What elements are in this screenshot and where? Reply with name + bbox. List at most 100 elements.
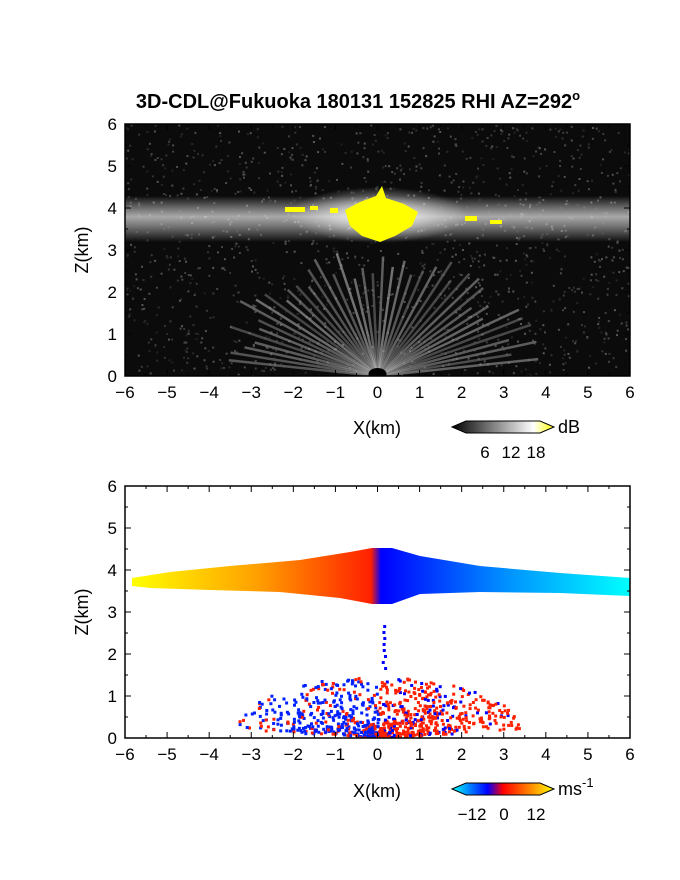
- noise-pixel: [497, 338, 500, 341]
- velocity-pixel: [287, 712, 291, 716]
- velocity-pixel: [429, 693, 432, 697]
- noise-pixel: [297, 323, 300, 326]
- velocity-pixel: [323, 698, 327, 702]
- noise-pixel: [309, 317, 312, 320]
- velocity-pixel: [439, 709, 443, 713]
- velocity-pixel: [366, 720, 370, 724]
- noise-pixel: [296, 289, 299, 292]
- velocity-pixel: [398, 679, 402, 683]
- noise-pixel: [210, 190, 213, 192]
- noise-pixel: [496, 273, 499, 276]
- noise-pixel: [138, 133, 141, 136]
- reflectivity-y-tick-label: 6: [108, 115, 117, 134]
- noise-pixel: [223, 258, 226, 261]
- velocity-pixel: [382, 702, 386, 706]
- noise-pixel: [563, 175, 566, 178]
- noise-pixel: [411, 326, 414, 329]
- velocity-pixel: [383, 682, 387, 686]
- noise-pixel: [525, 281, 528, 284]
- reflectivity-x-tick-label: 1: [415, 383, 424, 402]
- noise-pixel: [603, 341, 606, 344]
- velocity-pixel: [445, 711, 449, 715]
- noise-pixel: [509, 274, 512, 276]
- noise-pixel: [555, 135, 557, 138]
- noise-pixel: [287, 296, 289, 299]
- velocity-pixel: [360, 682, 363, 686]
- velocity-pixel: [355, 697, 359, 701]
- noise-pixel: [582, 331, 585, 334]
- noise-pixel: [558, 298, 561, 301]
- noise-pixel: [189, 315, 192, 318]
- velocity-pixel: [502, 715, 506, 719]
- noise-pixel: [495, 365, 498, 368]
- velocity-pixel: [494, 721, 498, 725]
- velocity-pixel: [434, 726, 438, 730]
- velocity-pixel: [432, 716, 435, 720]
- noise-pixel: [564, 361, 567, 364]
- velocity-x-tick-label: −3: [242, 745, 261, 764]
- noise-pixel: [532, 339, 534, 342]
- noise-pixel: [601, 350, 604, 353]
- velocity-pixel: [459, 712, 462, 716]
- noise-pixel: [216, 189, 218, 192]
- noise-pixel: [187, 329, 190, 332]
- velocity-pixel: [353, 731, 357, 735]
- saturation-patch: [285, 207, 305, 212]
- velocity-pixel: [368, 735, 372, 738]
- velocity-pixel: [380, 734, 384, 738]
- velocity-pixel: [411, 726, 414, 730]
- noise-pixel: [221, 362, 224, 365]
- velocity-pixel: [357, 680, 361, 684]
- reflectivity-colorbar-tick-label: 6: [480, 443, 489, 462]
- velocity-pixel: [310, 711, 314, 715]
- velocity-pixel: [462, 704, 466, 708]
- velocity-pixel: [432, 682, 436, 686]
- noise-pixel: [376, 281, 379, 284]
- velocity-pixel: [473, 690, 477, 694]
- noise-pixel: [338, 330, 341, 333]
- velocity-pixel: [458, 717, 462, 721]
- noise-pixel: [574, 184, 577, 187]
- noise-pixel: [576, 302, 579, 304]
- noise-pixel: [325, 258, 328, 261]
- noise-pixel: [525, 172, 528, 175]
- velocity-pixel: [279, 713, 283, 717]
- noise-pixel: [149, 261, 152, 264]
- noise-pixel: [281, 125, 284, 128]
- velocity-pixel: [435, 689, 439, 693]
- noise-pixel: [512, 127, 515, 130]
- noise-pixel: [194, 131, 197, 134]
- noise-pixel: [457, 190, 460, 193]
- velocity-pixel: [435, 723, 439, 727]
- velocity-pixel: [498, 709, 502, 712]
- velocity-pixel: [432, 701, 436, 704]
- noise-pixel: [563, 349, 566, 352]
- noise-pixel: [381, 149, 384, 152]
- velocity-pixel: [347, 725, 351, 729]
- noise-pixel: [476, 175, 479, 178]
- velocity-pixel: [406, 726, 410, 730]
- velocity-pixel: [378, 732, 382, 736]
- velocity-pixel: [316, 699, 320, 703]
- noise-pixel: [438, 152, 440, 155]
- fan-ray: [376, 305, 490, 376]
- velocity-pixel: [324, 682, 328, 686]
- velocity-pixel: [503, 709, 507, 713]
- noise-pixel: [420, 167, 423, 170]
- noise-pixel: [537, 146, 540, 149]
- noise-pixel: [177, 255, 180, 258]
- noise-pixel: [589, 354, 592, 357]
- noise-pixel: [438, 147, 440, 150]
- velocity-pixel: [380, 681, 384, 685]
- noise-pixel: [332, 256, 335, 259]
- noise-pixel: [141, 304, 144, 306]
- noise-pixel: [440, 297, 443, 300]
- noise-pixel: [265, 335, 268, 338]
- velocity-pixel: [367, 724, 371, 728]
- noise-pixel: [455, 143, 458, 146]
- velocity-pixel: [462, 689, 466, 692]
- noise-pixel: [572, 192, 575, 195]
- noise-pixel: [597, 320, 600, 323]
- saturation-patch: [330, 208, 338, 213]
- velocity-pixel: [438, 695, 442, 699]
